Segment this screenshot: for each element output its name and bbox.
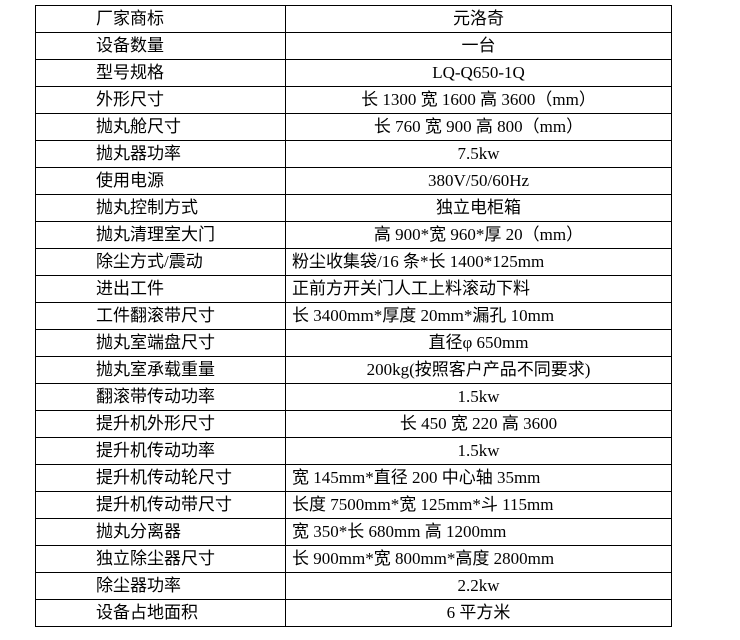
spec-table: 厂家商标 元洛奇 设备数量 一台 型号规格 LQ-Q650-1Q 外形尺寸长 1300 宽 … [35,5,672,627]
spec-label: 厂家商标 [35,5,286,33]
table-row: 抛丸分离器宽 350*长 680mm 高 1200mm [35,518,672,546]
table-row: 除尘方式/震动 粉尘收集袋/16 条*长 1400*125mm [35,248,672,276]
table-row: 设备占地面积 6 平方米 [35,599,672,627]
table-row: 提升机传动功率 1.5kw [35,437,672,465]
spec-label: 抛丸舱尺寸 [35,113,286,141]
spec-value: 长 1300 宽 1600 高 3600（mm） [285,86,672,114]
spec-value: 7.5kw [285,140,672,168]
spec-label: 提升机外形尺寸 [35,410,286,438]
table-row: 抛丸室承载重量 200kg(按照客户产品不同要求) [35,356,672,384]
spec-label: 提升机传动轮尺寸 [35,464,286,492]
spec-value: 高 900*宽 960*厚 20（mm） [285,221,672,249]
spec-label: 抛丸清理室大门 [35,221,286,249]
spec-value: 1.5kw [285,437,672,465]
table-row: 翻滚带传动功率 1.5kw [35,383,672,411]
spec-label: 独立除尘器尺寸 [35,545,286,573]
spec-label: 除尘器功率 [35,572,286,600]
spec-label: 抛丸室端盘尺寸 [35,329,286,357]
spec-label: 抛丸器功率 [35,140,286,168]
spec-value: LQ-Q650-1Q [285,59,672,87]
spec-label: 提升机传动带尺寸 [35,491,286,519]
spec-label: 外形尺寸 [35,86,286,114]
table-row: 抛丸室端盘尺寸 直径φ 650mm [35,329,672,357]
spec-value: 380V/50/60Hz [285,167,672,195]
spec-value: 长 3400mm*厚度 20mm*漏孔 10mm [285,302,672,330]
table-row: 厂家商标 元洛奇 [35,5,672,33]
table-row: 提升机外形尺寸长 450 宽 220 高 3600 [35,410,672,438]
spec-value: 6 平方米 [285,599,672,627]
spec-label: 除尘方式/震动 [35,248,286,276]
spec-label: 抛丸分离器 [35,518,286,546]
spec-value: 长 450 宽 220 高 3600 [285,410,672,438]
spec-label: 使用电源 [35,167,286,195]
table-row: 除尘器功率 2.2kw [35,572,672,600]
spec-value: 独立电柜箱 [285,194,672,222]
spec-label: 抛丸室承载重量 [35,356,286,384]
spec-value: 直径φ 650mm [285,329,672,357]
spec-label: 抛丸控制方式 [35,194,286,222]
spec-value: 1.5kw [285,383,672,411]
spec-value: 长度 7500mm*宽 125mm*斗 115mm [285,491,672,519]
spec-value: 元洛奇 [285,5,672,33]
table-row: 使用电源 380V/50/60Hz [35,167,672,195]
spec-label: 提升机传动功率 [35,437,286,465]
table-row: 型号规格 LQ-Q650-1Q [35,59,672,87]
spec-value: 长 900mm*宽 800mm*高度 2800mm [285,545,672,573]
table-row: 抛丸器功率 7.5kw [35,140,672,168]
table-row: 提升机传动轮尺寸宽 145mm*直径 200 中心轴 35mm [35,464,672,492]
spec-value: 200kg(按照客户产品不同要求) [285,356,672,384]
spec-label: 设备占地面积 [35,599,286,627]
table-row: 设备数量 一台 [35,32,672,60]
table-row: 提升机传动带尺寸 长度 7500mm*宽 125mm*斗 115mm [35,491,672,519]
spec-value: 宽 145mm*直径 200 中心轴 35mm [285,464,672,492]
table-row: 工件翻滚带尺寸长 3400mm*厚度 20mm*漏孔 10mm [35,302,672,330]
table-row: 独立除尘器尺寸长 900mm*宽 800mm*高度 2800mm [35,545,672,573]
spec-value: 长 760 宽 900 高 800（mm） [285,113,672,141]
spec-label: 翻滚带传动功率 [35,383,286,411]
table-row: 外形尺寸长 1300 宽 1600 高 3600（mm） [35,86,672,114]
spec-value: 一台 [285,32,672,60]
table-row: 进出工件 正前方开关门人工上料滚动下料 [35,275,672,303]
table-row: 抛丸清理室大门高 900*宽 960*厚 20（mm） [35,221,672,249]
spec-value: 粉尘收集袋/16 条*长 1400*125mm [285,248,672,276]
spec-label: 工件翻滚带尺寸 [35,302,286,330]
spec-value: 2.2kw [285,572,672,600]
spec-label: 型号规格 [35,59,286,87]
spec-value: 正前方开关门人工上料滚动下料 [285,275,672,303]
spec-label: 进出工件 [35,275,286,303]
spec-label: 设备数量 [35,32,286,60]
table-row: 抛丸舱尺寸长 760 宽 900 高 800（mm） [35,113,672,141]
table-row: 抛丸控制方式 独立电柜箱 [35,194,672,222]
spec-value: 宽 350*长 680mm 高 1200mm [285,518,672,546]
